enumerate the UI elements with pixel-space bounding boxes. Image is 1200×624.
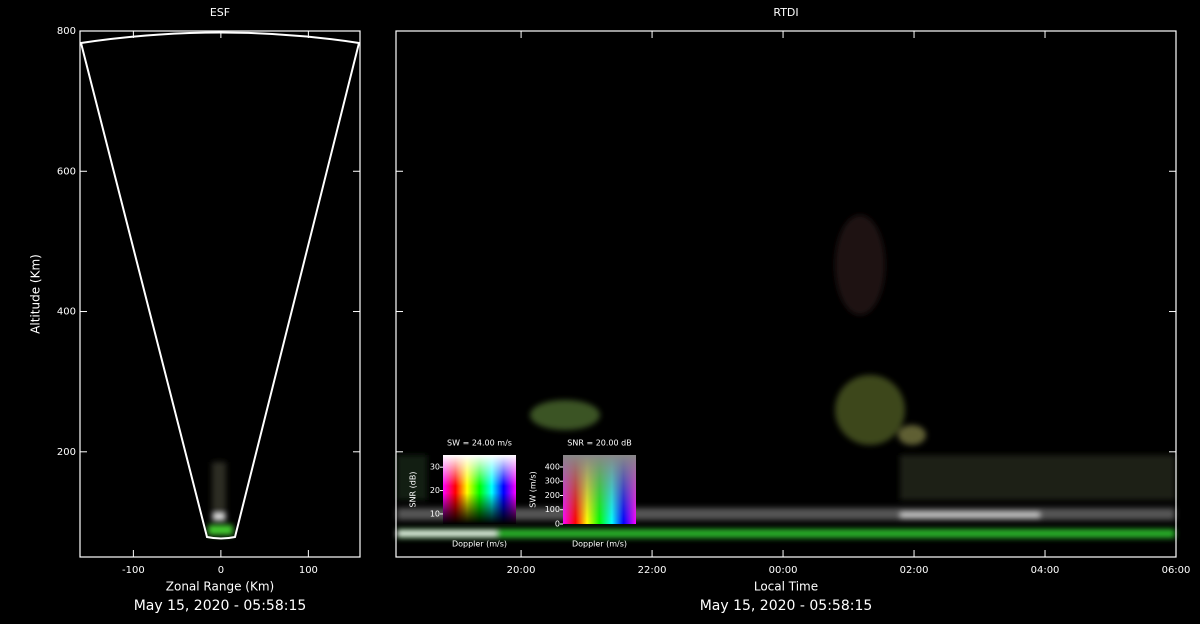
panel-title: RTDI xyxy=(773,6,798,19)
key-tick-label: 300 xyxy=(545,477,560,486)
color-key: SW = 24.00 m/s Doppler (m/s) SNR (dB) 10 20 3… xyxy=(409,439,516,549)
y-tick-label: 800 xyxy=(57,26,76,37)
key-x-label: Doppler (m/s) xyxy=(572,540,627,549)
footer-date: May 15, 2020 - 05:58:15 xyxy=(134,598,307,614)
panel-title: ESF xyxy=(210,6,230,19)
x-tick-label: -100 xyxy=(122,565,145,576)
key-title: SW = 24.00 m/s xyxy=(447,439,512,448)
x-tick-label: 100 xyxy=(299,565,318,576)
key-x-label: Doppler (m/s) xyxy=(452,540,507,549)
key-tick-label: 10 xyxy=(430,509,440,518)
y-tick-label: 200 xyxy=(57,447,76,458)
footer-date: May 15, 2020 - 05:58:15 xyxy=(700,598,873,614)
x-tick-label: 02:00 xyxy=(900,565,929,576)
key-y-label: SW (m/s) xyxy=(529,471,538,507)
key-shade xyxy=(563,455,636,524)
plot-frame xyxy=(395,30,1177,558)
plot-frame xyxy=(79,30,361,558)
x-tick-label: 22:00 xyxy=(638,565,667,576)
x-tick-label: 0 xyxy=(218,565,224,576)
key-tick-label: 30 xyxy=(430,463,440,472)
x-tick-label: 00:00 xyxy=(769,565,798,576)
key-title: SNR = 20.00 dB xyxy=(567,439,631,448)
y-tick-label: 400 xyxy=(57,307,76,318)
esf-echo xyxy=(208,462,233,535)
y-axis-label: Altitude (Km) xyxy=(29,254,43,334)
key-tick-label: 20 xyxy=(430,486,440,495)
key-y-label: SNR (dB) xyxy=(409,472,418,508)
x-tick-label: 20:00 xyxy=(507,565,536,576)
key-tick-label: 0 xyxy=(555,520,560,529)
color-key: SNR = 20.00 dB Doppler (m/s) SW (m/s) 0 100 2… xyxy=(529,439,636,549)
key-tick-label: 200 xyxy=(545,491,560,500)
x-tick-label: 04:00 xyxy=(1031,565,1060,576)
key-tick-label: 100 xyxy=(545,505,560,514)
y-tick-label: 600 xyxy=(57,166,76,177)
x-axis-label: Zonal Range (Km) xyxy=(166,580,274,594)
key-shade xyxy=(443,455,516,524)
beam-fan xyxy=(79,31,361,540)
key-tick-label: 400 xyxy=(545,462,560,471)
x-tick-label: 06:00 xyxy=(1162,565,1191,576)
x-axis-label: Local Time xyxy=(754,580,818,594)
